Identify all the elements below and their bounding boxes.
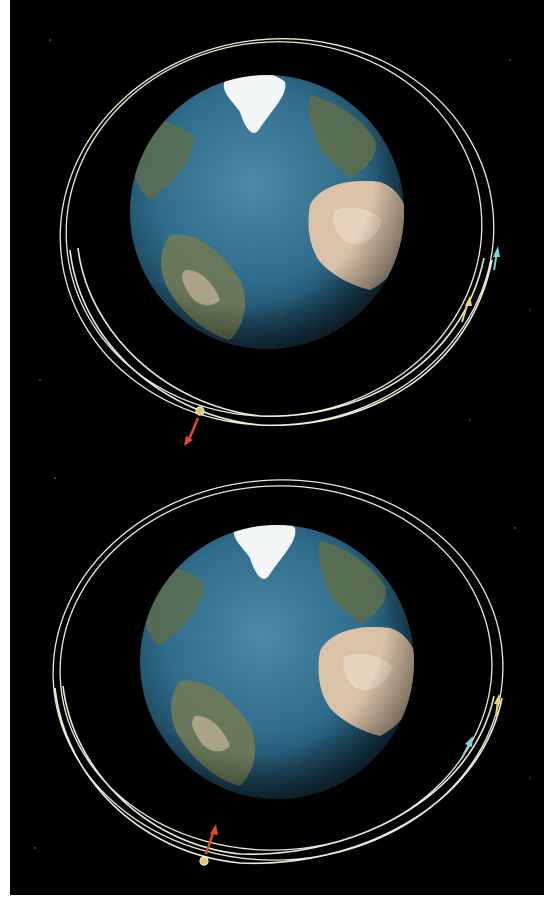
velocity-arrow-icon-yellow [461,296,472,323]
satellite-marker-icon [199,856,209,866]
bottom-panel [10,448,544,895]
orbit-ring-front [69,247,493,427]
satellite-marker-icon [195,406,205,416]
orbit-ring-front [54,685,503,865]
top-panel [10,0,544,448]
earth-globe-icon [130,75,404,349]
velocity-arrow-icon-red [184,417,200,446]
velocity-arrow-icon-cyan [461,736,473,759]
earth-globe-icon [140,525,414,799]
velocity-arrow-icon-red [204,824,218,855]
top-panel-svg [39,38,531,446]
starfield [34,477,531,849]
orbit-ring-back [52,479,504,861]
bottom-panel-svg [34,477,531,866]
velocity-arrow-icon-yellow [494,694,501,717]
velocity-arrow-icon-cyan [493,246,500,271]
starfield [39,39,531,421]
space-canvas [10,0,544,895]
